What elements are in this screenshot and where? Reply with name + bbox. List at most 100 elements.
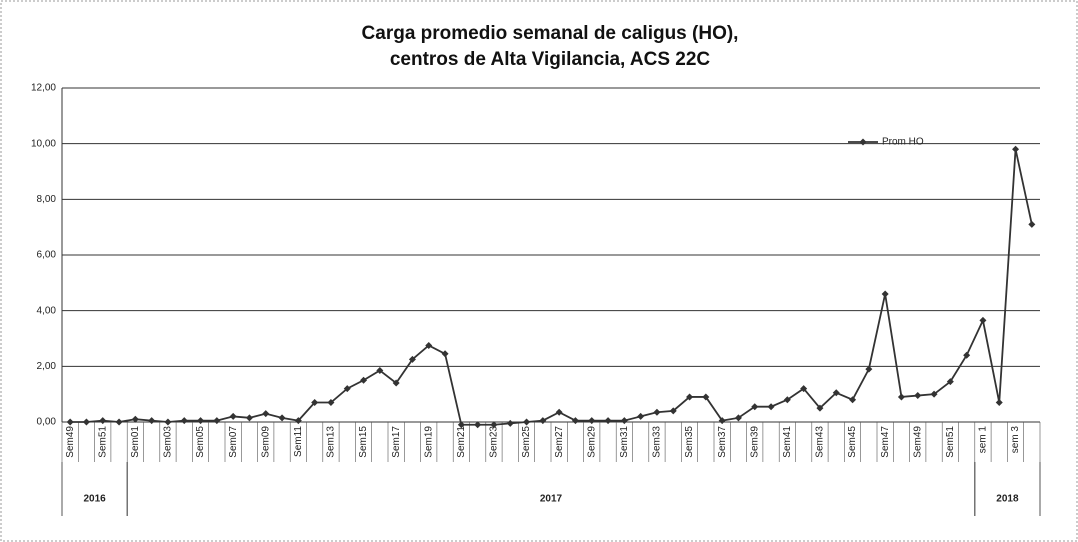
data-point [457,421,465,429]
data-point [392,379,400,387]
data-point [131,415,139,423]
x-tick-label: Sem23 [489,426,500,458]
year-label: 2017 [540,494,563,505]
data-point [571,417,579,425]
x-tick-label: Sem49 [65,426,76,458]
data-point [82,418,90,426]
data-point [311,399,319,407]
data-point [897,393,905,401]
data-point [946,378,954,386]
x-tick-label: Sem51 [945,426,956,458]
data-point [686,393,694,401]
data-point [490,421,498,429]
y-tick-label: 4,00 [37,305,57,316]
data-point [180,417,188,425]
x-tick-label: Sem39 [749,426,760,458]
data-point [751,403,759,411]
y-tick-label: 10,00 [31,138,56,149]
data-point [327,399,335,407]
data-point [604,417,612,425]
data-point [197,417,205,425]
year-label: 2018 [996,494,1019,505]
data-point [229,412,237,420]
data-point [213,417,221,425]
data-point [702,393,710,401]
data-point [66,418,74,426]
data-point [474,421,482,429]
data-point [767,403,775,411]
data-point [376,367,384,375]
data-point [865,365,873,373]
data-point [637,412,645,420]
data-point [653,408,661,416]
x-tick-label: Sem49 [912,426,923,458]
x-tick-label: Sem11 [293,426,304,457]
data-point [99,417,107,425]
x-tick-label: Sem05 [195,426,206,458]
y-tick-label: 6,00 [37,250,57,261]
data-point [1012,145,1020,153]
legend-label: Prom HO [882,137,924,148]
data-point [506,419,514,427]
data-point [669,407,677,415]
y-tick-label: 2,00 [37,361,57,372]
x-tick-label: Sem35 [684,426,695,458]
data-point [979,316,987,324]
data-point [718,417,726,425]
chart-title: Carga promedio semanal de caligus (HO), [362,23,739,44]
x-tick-label: sem 3 [1010,426,1021,454]
data-point [539,417,547,425]
x-tick-label: Sem29 [586,426,597,458]
chart-title: centros de Alta Vigilancia, ACS 22C [390,49,711,70]
legend-marker [859,138,867,146]
data-point [523,418,531,426]
data-point [963,351,971,359]
data-point [262,410,270,418]
data-point [930,390,938,398]
data-point [343,385,351,393]
x-tick-label: Sem17 [391,426,402,458]
data-point [245,414,253,422]
data-point [408,355,416,363]
x-tick-label: Sem07 [228,426,239,458]
data-point [294,417,302,425]
x-tick-label: sem 1 [978,426,989,454]
x-tick-label: Sem41 [782,426,793,458]
x-tick-label: Sem13 [326,426,337,458]
y-tick-label: 0,00 [37,417,57,428]
data-point [734,414,742,422]
x-tick-label: Sem01 [130,426,141,458]
data-point [881,290,889,298]
x-tick-label: Sem19 [423,426,434,458]
data-point [800,385,808,393]
data-point [425,341,433,349]
year-label: 2016 [83,494,106,505]
x-tick-label: Sem33 [652,426,663,458]
data-point [164,418,172,426]
x-tick-label: Sem15 [358,426,369,458]
data-point [555,408,563,416]
data-point [148,417,156,425]
data-point [995,399,1003,407]
data-point [849,396,857,404]
data-point [816,404,824,412]
y-tick-label: 12,00 [31,83,56,94]
y-tick-label: 8,00 [37,194,57,205]
x-tick-label: Sem47 [880,426,891,458]
data-point [620,417,628,425]
data-point [914,392,922,400]
x-tick-label: Sem43 [815,426,826,458]
data-point [832,389,840,397]
x-tick-label: Sem09 [260,426,271,458]
data-point [115,418,123,426]
x-tick-label: Sem31 [619,426,630,458]
data-point [360,376,368,384]
x-tick-label: Sem45 [847,426,858,458]
data-point [1028,220,1036,228]
data-point [588,417,596,425]
data-point [783,396,791,404]
x-tick-label: Sem25 [521,426,532,458]
data-point [278,414,286,422]
